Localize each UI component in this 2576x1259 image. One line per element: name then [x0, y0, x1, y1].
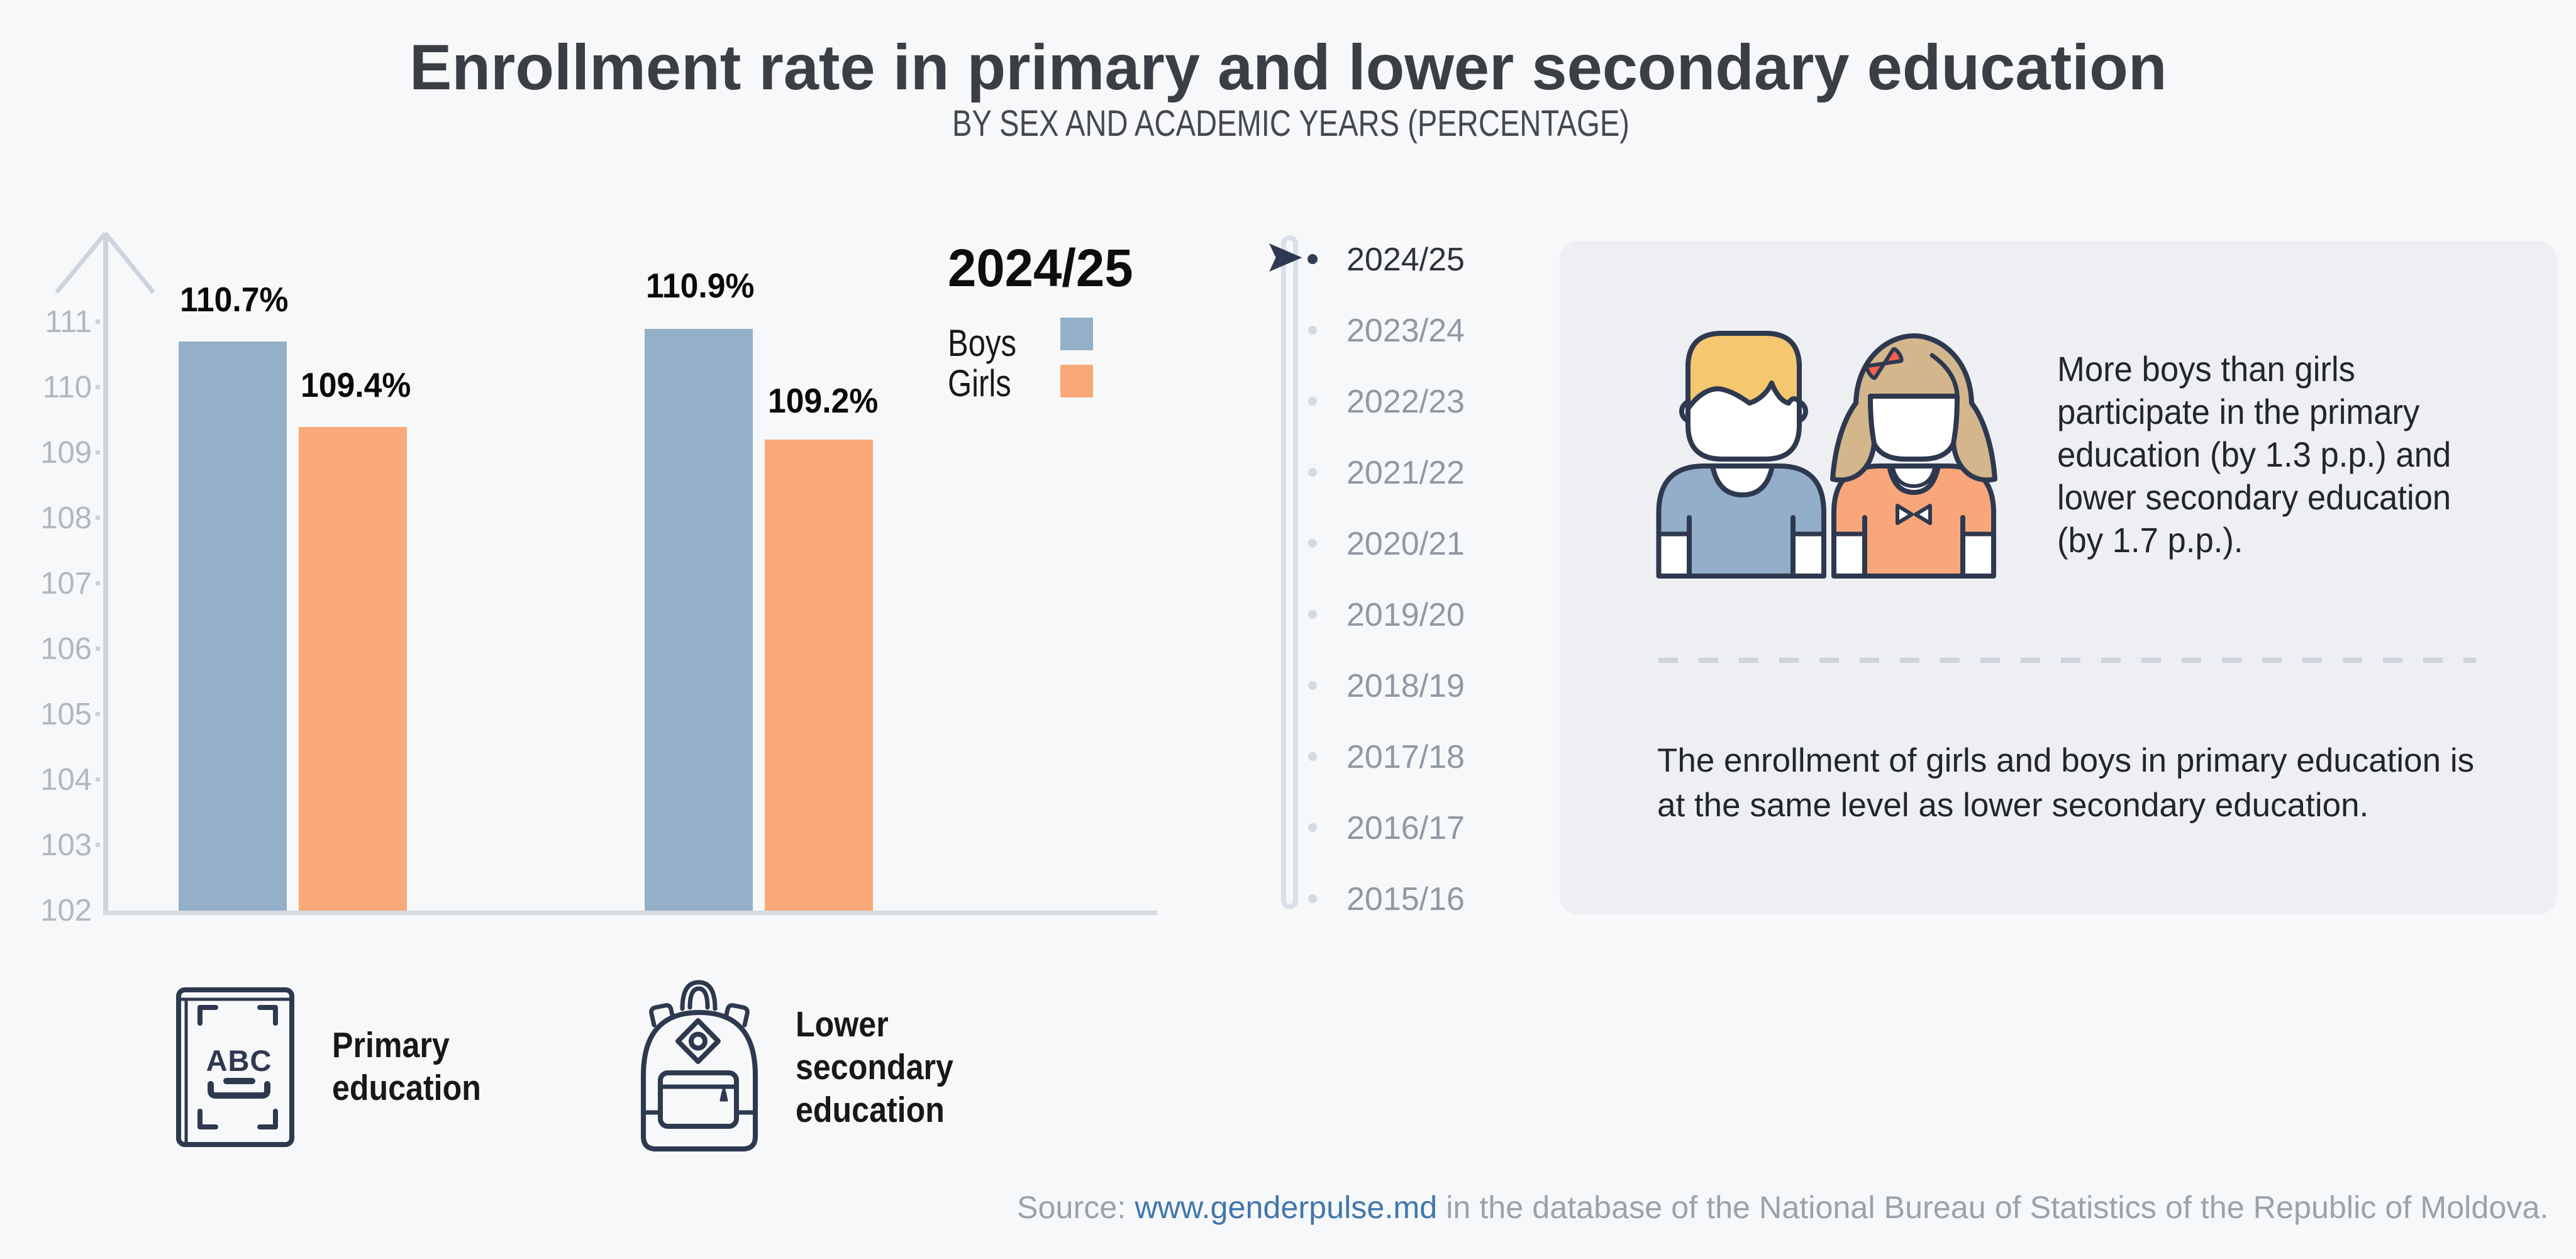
svg-text:ABC: ABC	[206, 1044, 272, 1077]
